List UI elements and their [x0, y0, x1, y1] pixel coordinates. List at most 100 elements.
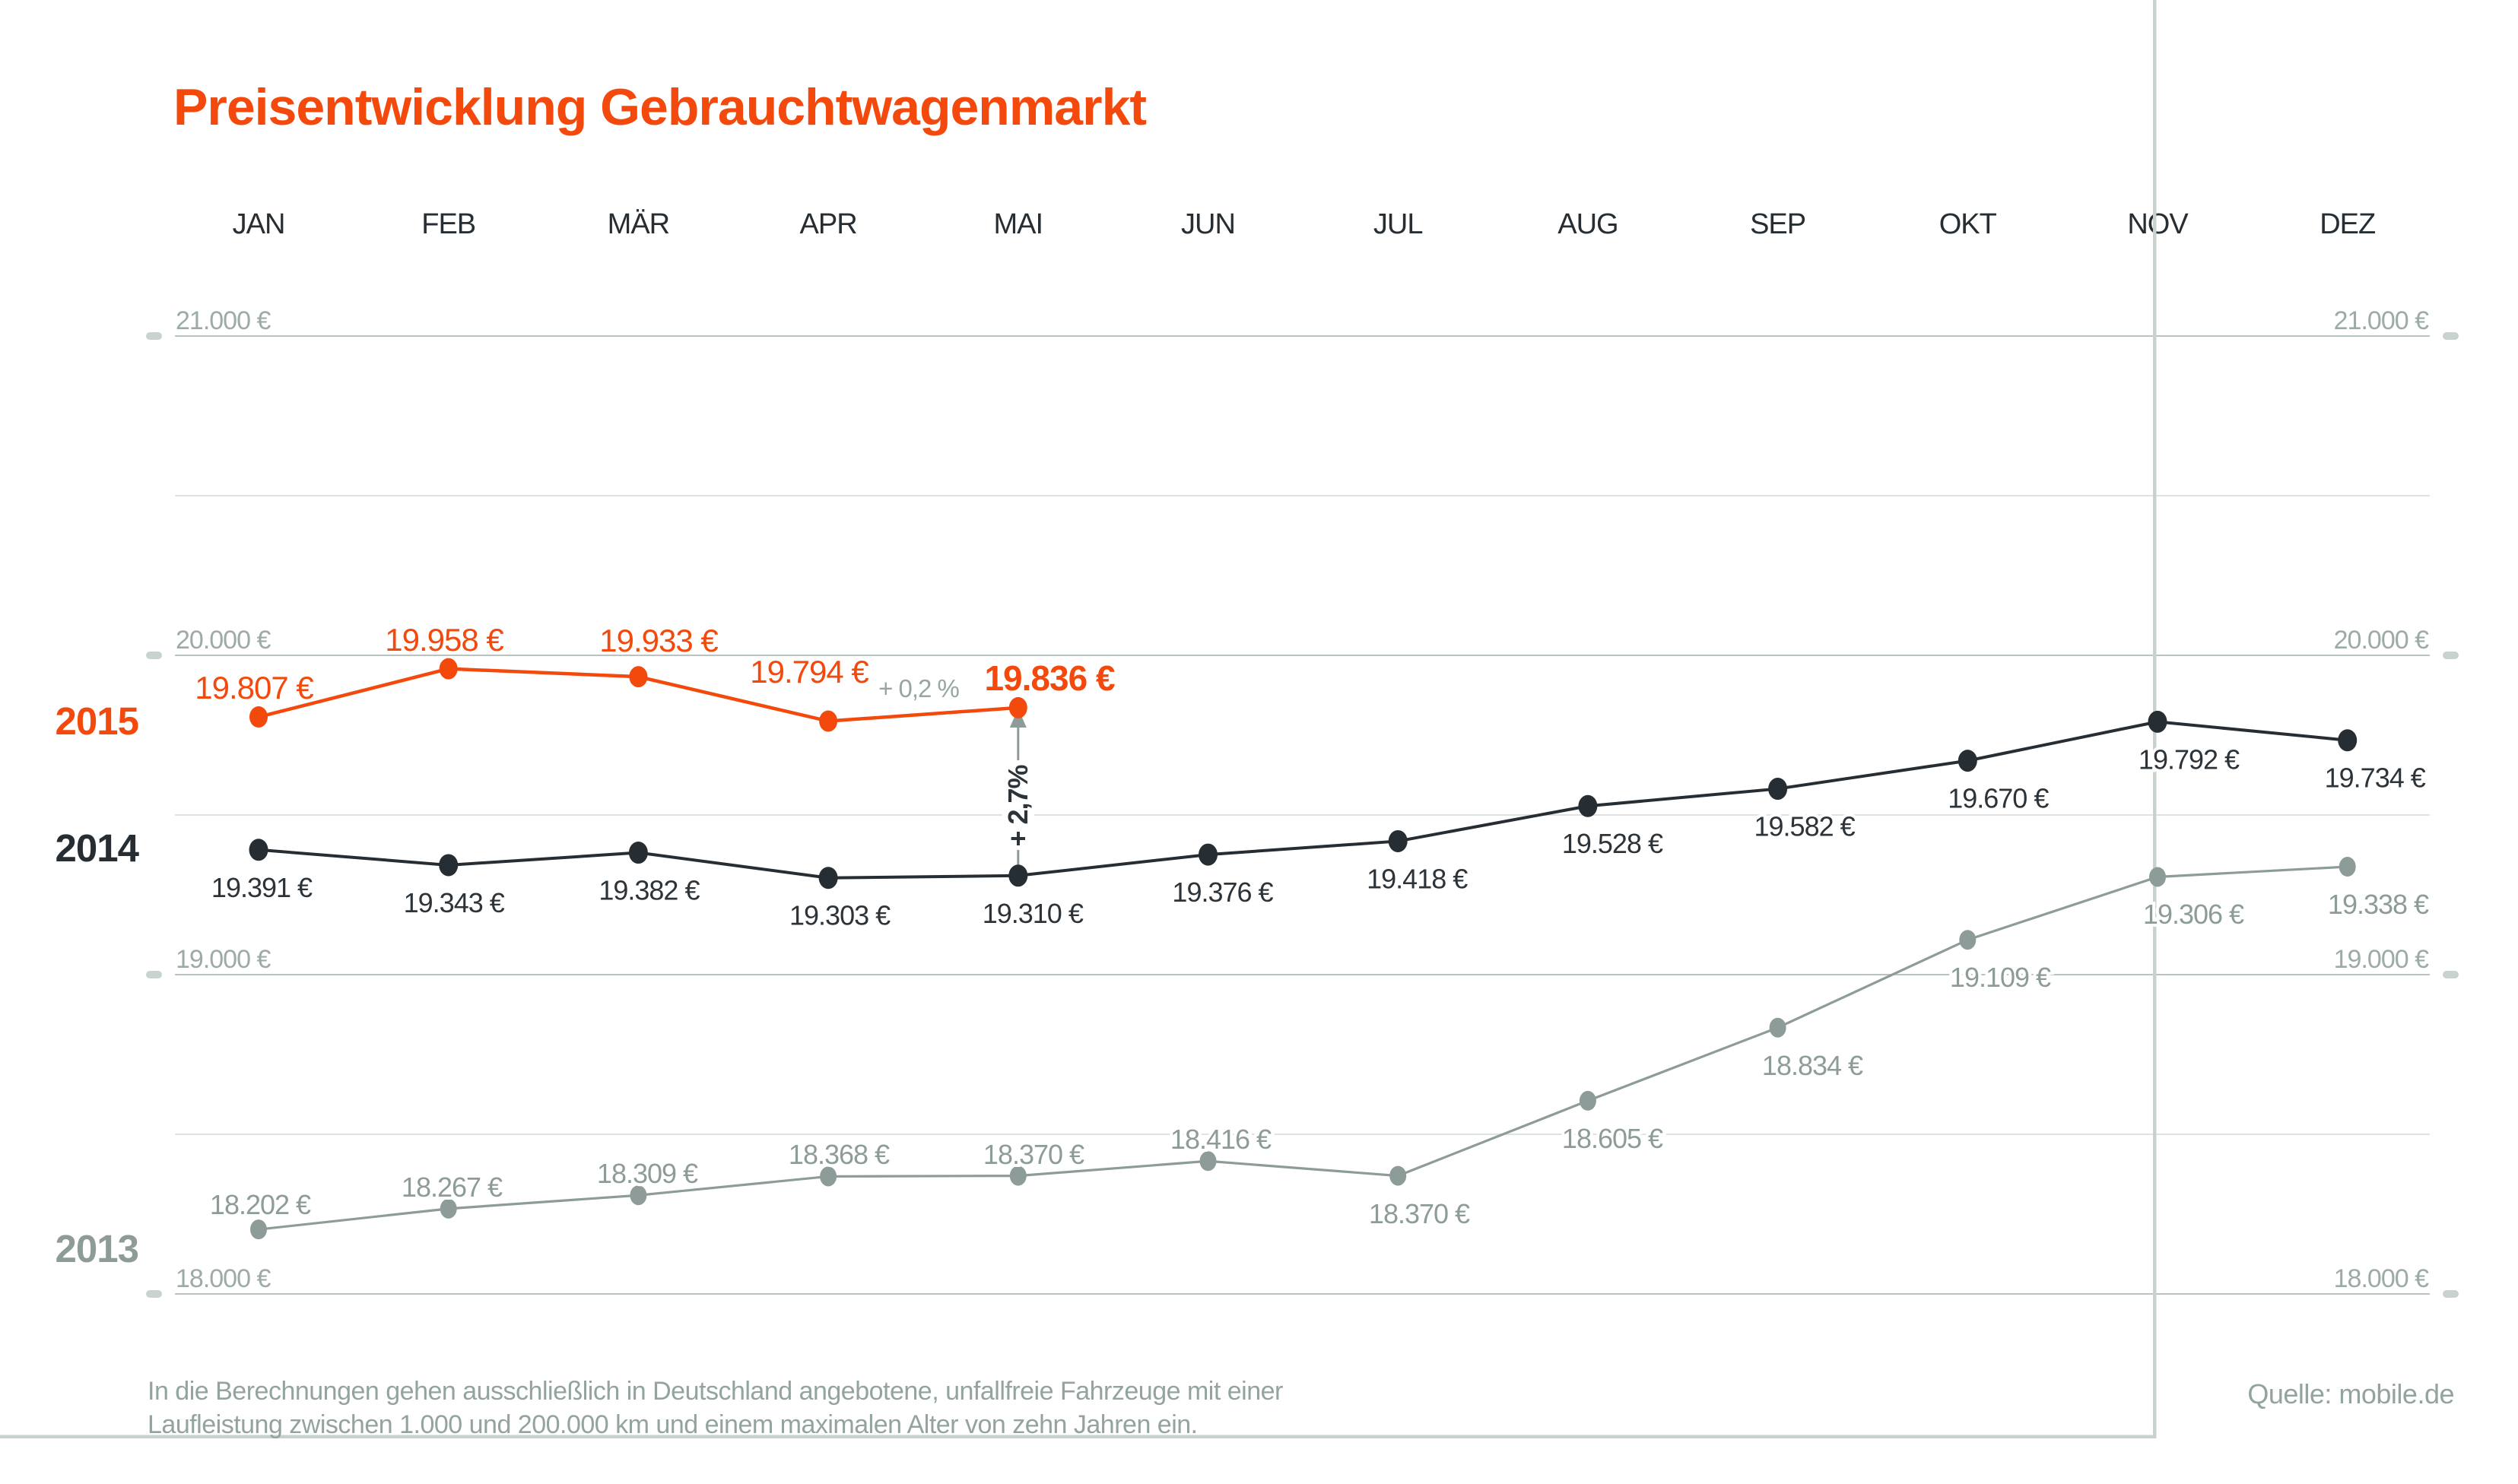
footnote-line2: Laufleistung zwischen 1.000 und 200.000 … [148, 1410, 1198, 1439]
data-point-2014-dez[interactable] [2338, 729, 2358, 752]
year-label-2013: 2013 [56, 1227, 138, 1270]
y-axis-tick-right [2443, 1290, 2459, 1298]
data-point-2014-feb[interactable] [439, 854, 459, 877]
data-point-2015-apr[interactable] [819, 710, 838, 732]
data-point-2014-apr[interactable] [818, 867, 838, 889]
month-label-aug: AUG [1557, 208, 1618, 240]
data-point-2013-jan[interactable] [250, 1219, 267, 1240]
data-point-2013-mai[interactable] [1009, 1165, 1027, 1186]
value-label-2013-apr: 18.368 € [789, 1139, 890, 1170]
value-label-2014-jul: 19.418 € [1367, 863, 1468, 894]
month-label-okt: OKT [1939, 208, 1997, 240]
crosshair-horizontal-line [0, 1435, 2157, 1438]
value-label-2014-feb: 19.343 € [404, 887, 505, 918]
value-label-2014-aug: 19.528 € [1562, 828, 1663, 859]
annotation-apr-change: + 0,2 % [878, 674, 959, 702]
value-label-2013-feb: 18.267 € [402, 1172, 503, 1203]
value-label-2014-jan: 19.391 € [211, 872, 313, 903]
series-line-2014 [258, 720, 2348, 880]
value-label-2015-jan: 19.807 € [195, 670, 313, 706]
data-point-2013-jul[interactable] [1389, 1165, 1407, 1186]
value-label-2015-mär: 19.933 € [599, 623, 718, 658]
data-point-2015-mär[interactable] [629, 666, 648, 688]
value-label-2013-sep: 18.834 € [1762, 1050, 1863, 1081]
y-axis-label-left: 19.000 € [176, 945, 271, 974]
month-label-sep: SEP [1750, 208, 1805, 240]
data-point-2014-mai[interactable] [1008, 864, 1028, 887]
value-label-2013-jan: 18.202 € [210, 1189, 311, 1220]
data-point-2014-sep[interactable] [1768, 778, 1788, 801]
value-label-2014-mär: 19.382 € [599, 875, 700, 906]
month-label-jul: JUL [1373, 208, 1423, 240]
y-axis-tick-left [146, 971, 162, 978]
series-line-2013 [258, 865, 2348, 1231]
y-axis-tick-left [146, 1290, 162, 1298]
month-label-jan: JAN [233, 208, 285, 240]
month-label-dez: DEZ [2320, 208, 2376, 240]
data-point-2013-jun[interactable] [1199, 1151, 1217, 1172]
y-axis-tick-right [2443, 971, 2459, 978]
data-point-2014-jan[interactable] [249, 839, 268, 861]
y-axis-label-right: 18.000 € [2334, 1264, 2429, 1293]
value-label-2013-okt: 19.109 € [1950, 962, 2051, 993]
value-label-2014-apr: 19.303 € [789, 900, 891, 931]
month-label-nov: NOV [2127, 208, 2189, 240]
data-point-2013-dez[interactable] [2339, 857, 2356, 877]
y-axis-label-right: 19.000 € [2334, 945, 2429, 974]
data-point-2015-feb[interactable] [439, 658, 458, 680]
y-axis-label-left: 21.000 € [176, 306, 271, 335]
data-point-2013-mär[interactable] [630, 1185, 647, 1206]
y-axis-tick-right [2443, 652, 2459, 659]
data-point-2015-jan[interactable] [249, 706, 268, 728]
month-label-mai: MAI [994, 208, 1043, 240]
value-label-2013-jul: 18.370 € [1369, 1198, 1470, 1229]
month-label-mär: MÄR [608, 208, 669, 240]
value-label-2013-jun: 18.416 € [1170, 1124, 1272, 1155]
value-label-2013-aug: 18.605 € [1562, 1123, 1663, 1154]
value-label-2014-jun: 19.376 € [1172, 877, 1273, 908]
data-point-2013-nov[interactable] [2149, 867, 2166, 887]
data-point-2013-apr[interactable] [820, 1166, 837, 1187]
value-label-2013-nov: 19.306 € [2143, 899, 2244, 930]
annotation-mai-change: + 2,7% [1002, 764, 1034, 846]
value-label-2014-sep: 19.582 € [1754, 811, 1856, 842]
value-label-2014-nov: 19.792 € [2139, 744, 2240, 775]
data-point-2014-jun[interactable] [1199, 843, 1218, 866]
value-label-2015-apr: 19.794 € [750, 654, 868, 690]
value-label-2013-dez: 19.338 € [2328, 889, 2429, 920]
value-label-2015-mai: 19.836 € [984, 658, 1114, 698]
value-label-2014-mai: 19.310 € [983, 898, 1084, 929]
data-point-2015-mai[interactable] [1008, 696, 1027, 718]
year-label-2014: 2014 [56, 826, 140, 870]
data-point-2014-okt[interactable] [1958, 750, 1977, 772]
value-label-2013-mai: 18.370 € [983, 1139, 1084, 1170]
data-point-2014-mär[interactable] [628, 842, 648, 864]
footnote-line1: In die Berechnungen gehen ausschließlich… [148, 1377, 1283, 1406]
y-axis-label-right: 20.000 € [2334, 626, 2429, 655]
data-point-2014-jul[interactable] [1388, 829, 1408, 852]
data-point-2013-feb[interactable] [440, 1198, 457, 1219]
y-axis-label-right: 21.000 € [2334, 306, 2429, 335]
value-label-2014-dez: 19.734 € [2325, 763, 2426, 794]
y-axis-label-left: 18.000 € [176, 1264, 271, 1293]
month-label-jun: JUN [1181, 208, 1235, 240]
data-point-2013-okt[interactable] [1959, 930, 1977, 950]
y-axis-tick-left [146, 652, 162, 659]
data-point-2014-aug[interactable] [1578, 794, 1598, 817]
data-point-2013-aug[interactable] [1579, 1090, 1596, 1111]
annotation-gap [1002, 760, 1034, 850]
value-label-2015-feb: 19.958 € [385, 622, 503, 658]
y-axis-label-left: 20.000 € [176, 626, 271, 655]
footnote: In die Berechnungen gehen ausschließlich… [148, 1375, 1283, 1441]
month-label-apr: APR [800, 208, 857, 240]
y-axis-tick-right [2443, 332, 2459, 340]
month-label-feb: FEB [421, 208, 475, 240]
data-point-2013-sep[interactable] [1769, 1017, 1786, 1038]
chart-title: Preisentwicklung Gebrauchtwagenmarkt [173, 78, 1147, 136]
value-label-2013-mär: 18.309 € [597, 1158, 698, 1189]
data-point-2014-nov[interactable] [2148, 710, 2167, 733]
value-label-2014-okt: 19.670 € [1948, 783, 2049, 814]
y-axis-tick-left [146, 332, 162, 340]
